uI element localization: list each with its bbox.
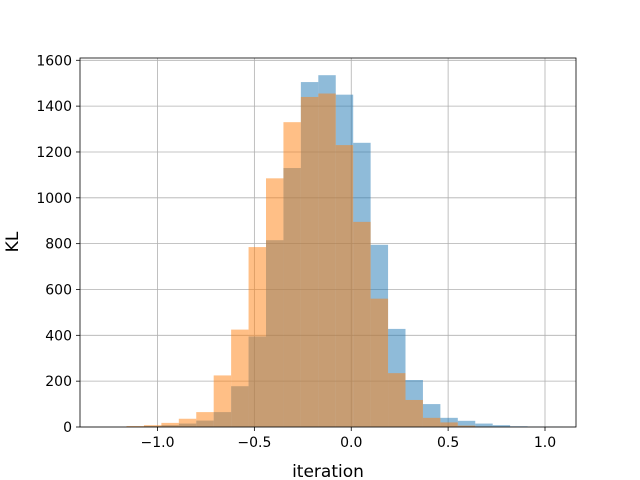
histogram-bar-series-1 [492,425,511,427]
x-axis-ticks: −1.0 −0.5 0.0 0.5 1.0 [141,427,556,451]
y-tick-label: 1000 [36,191,72,207]
histogram-bar-series-2 [248,247,266,427]
y-tick-label: 400 [45,328,72,344]
histogram-bar-series-2 [353,221,371,427]
y-axis-ticks: 0 200 400 600 800 1000 1200 1400 1600 [36,53,80,436]
x-axis-label: iteration [292,462,364,480]
histogram-bar-series-2 [440,422,458,427]
histogram-bar-series-2 [266,178,284,427]
histogram-bar-series-2 [231,329,249,427]
x-tick-label: 0.0 [340,435,362,451]
y-tick-label: 600 [45,282,72,298]
histogram-bar-series-2 [335,145,354,427]
y-tick-label: 1600 [36,53,72,69]
x-tick-label: −1.0 [141,435,175,451]
y-tick-label: 200 [45,374,72,390]
histogram-bars [126,75,563,427]
histogram-bar-series-2 [161,422,179,427]
plot-frame [79,57,577,428]
histogram-bar-series-2 [422,417,441,427]
histogram-bar-series-2 [126,426,144,427]
histogram-bar-series-2 [196,412,214,427]
histogram-bar-series-1 [475,423,493,427]
histogram-bar-series-2 [178,418,197,427]
y-tick-label: 1400 [36,99,72,115]
histogram-bar-series-2 [370,298,389,427]
histogram-bar-series-2 [213,375,232,427]
histogram-bar-series-2 [318,93,336,427]
y-tick-label: 1200 [36,145,72,161]
histogram-bar-series-2 [283,122,301,427]
histogram-bar-series-2 [457,425,476,427]
x-tick-label: 1.0 [534,435,556,451]
histogram-bar-series-2 [143,425,162,427]
y-tick-label: 0 [63,420,72,436]
histogram-bar-series-2 [405,399,423,427]
y-tick-label: 800 [45,237,72,253]
y-axis-label: KL [3,231,23,252]
x-tick-label: 0.5 [437,435,459,451]
x-tick-label: −0.5 [237,435,271,451]
histogram-bar-series-2 [388,373,406,427]
histogram-bar-series-1 [457,420,476,427]
histogram-bar-series-2 [300,96,319,427]
